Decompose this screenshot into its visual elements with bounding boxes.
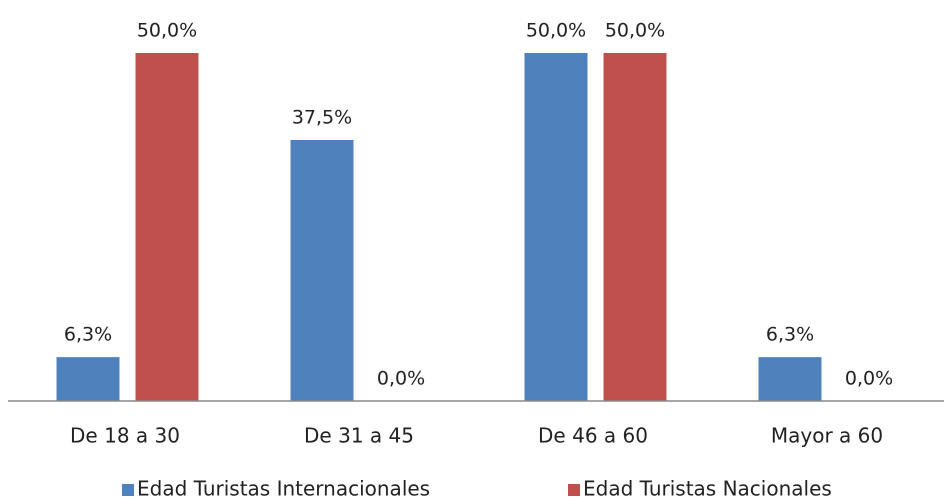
value-label: 37,5% — [292, 107, 352, 129]
bar — [758, 357, 822, 401]
value-label: 50,0% — [137, 20, 197, 42]
x-tick-label: De 18 a 30 — [70, 424, 180, 448]
value-label: 50,0% — [605, 20, 665, 42]
value-label: 6,3% — [64, 324, 112, 346]
x-tick-label: De 46 a 60 — [538, 424, 648, 448]
value-label: 50,0% — [526, 20, 586, 42]
legend-label: Edad Turistas Internacionales — [137, 477, 430, 501]
legend-swatch — [122, 484, 134, 496]
value-label: 0,0% — [377, 368, 425, 390]
bar — [603, 53, 667, 401]
value-label: 6,3% — [766, 324, 814, 346]
bar — [135, 53, 199, 401]
bar — [524, 53, 588, 401]
legend-label: Edad Turistas Nacionales — [583, 477, 832, 501]
x-tick-label: De 31 a 45 — [304, 424, 414, 448]
bar — [56, 357, 120, 401]
x-tick-label: Mayor a 60 — [771, 424, 883, 448]
legend-swatch — [568, 484, 580, 496]
bar — [290, 140, 354, 401]
value-label: 0,0% — [845, 368, 893, 390]
